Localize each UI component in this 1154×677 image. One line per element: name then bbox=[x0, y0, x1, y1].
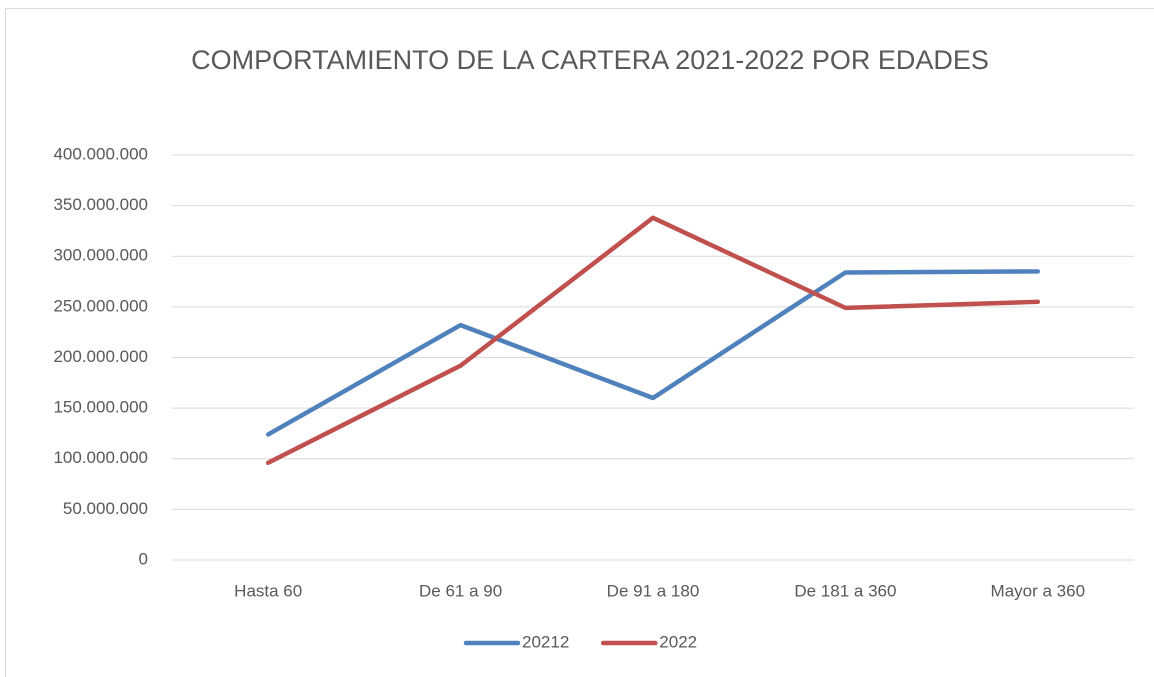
y-tick-label: 250.000.000 bbox=[53, 296, 148, 315]
legend-label: 20212 bbox=[522, 632, 569, 651]
y-tick-label: 400.000.000 bbox=[53, 144, 148, 163]
x-tick-label: Hasta 60 bbox=[234, 581, 302, 600]
series-line bbox=[265, 269, 1041, 437]
y-tick-label: 150.000.000 bbox=[53, 398, 148, 417]
x-tick-label: De 181 a 360 bbox=[794, 581, 896, 600]
x-tick-label: De 61 a 90 bbox=[419, 581, 502, 600]
y-tick-label: 200.000.000 bbox=[53, 347, 148, 366]
chart-border bbox=[5, 8, 1154, 677]
y-tick-label: 50.000.000 bbox=[63, 499, 148, 518]
legend-label: 2022 bbox=[659, 632, 697, 651]
series-line bbox=[265, 215, 1041, 466]
x-tick-label: Mayor a 360 bbox=[991, 581, 1086, 600]
chart-title: COMPORTAMIENTO DE LA CARTERA 2021-2022 P… bbox=[191, 45, 989, 75]
y-tick-label: 0 bbox=[139, 549, 148, 568]
y-tick-label: 100.000.000 bbox=[53, 448, 148, 467]
x-tick-label: De 91 a 180 bbox=[607, 581, 700, 600]
y-tick-label: 300.000.000 bbox=[53, 246, 148, 265]
y-tick-label: 350.000.000 bbox=[53, 195, 148, 214]
